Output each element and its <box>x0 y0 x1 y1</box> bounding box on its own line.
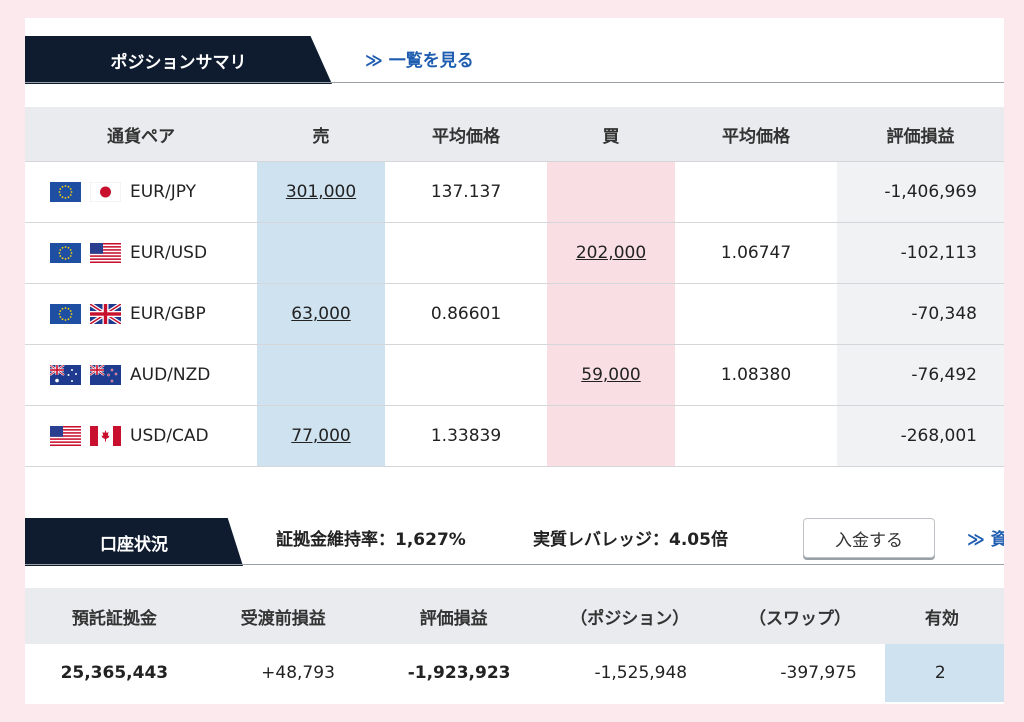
header-effective: 有効 <box>884 588 1004 644</box>
view-all-positions-link[interactable]: ≫ 一覧を見る <box>365 51 474 71</box>
account-status-title: 口座状況 <box>25 518 243 566</box>
buy-avg-price <box>675 161 837 223</box>
ca-flag-icon <box>90 426 121 446</box>
buy-avg-price: 1.08380 <box>675 344 837 406</box>
margin-maintenance-ratio: 証拠金維持率：1,627% <box>276 530 466 550</box>
table-row: EUR/USD 202,000 1.06747 -102,113 <box>25 222 1004 284</box>
header-unrealized-pl: 評価損益 <box>362 588 545 644</box>
au-flag-icon <box>49 364 81 385</box>
header-unrealized-pl: 評価損益 <box>837 107 1004 162</box>
table-header-row: 通貨ペア 売 平均価格 買 平均価格 評価損益 <box>25 107 1004 162</box>
account-values-row: 25,365,443 +48,793 -1,923,923 -1,525,948… <box>25 644 1004 702</box>
buy-cell: 59,000 <box>547 344 675 406</box>
sell-avg-price: 137.137 <box>385 161 547 223</box>
pre-settlement-pl-value: +48,793 <box>261 663 335 683</box>
eu-flag-icon <box>50 243 81 263</box>
sell-cell: 77,000 <box>257 405 385 467</box>
header-buy-avg-price: 平均価格 <box>675 107 837 162</box>
position-pl-value: -1,525,948 <box>594 663 688 683</box>
unrealized-pl-cell: -1,406,969 <box>837 161 1004 223</box>
pair-cell: EUR/GBP <box>25 283 257 345</box>
header-deposit-margin: 預託証拠金 <box>25 588 204 644</box>
swap-pl-value: -397,975 <box>780 663 857 683</box>
buy-avg-price <box>675 405 837 467</box>
unrealized-pl-value: -1,923,923 <box>407 663 511 683</box>
header-sell-avg-price: 平均価格 <box>385 107 547 162</box>
sell-quantity-link[interactable]: 301,000 <box>285 182 357 202</box>
pair-name: USD/CAD <box>130 426 209 446</box>
header-position-pl: （ポジション） <box>544 588 716 644</box>
pair-name: AUD/NZD <box>130 365 211 385</box>
pair-cell: EUR/USD <box>25 222 257 284</box>
sell-avg-price: 0.86601 <box>385 283 547 345</box>
section-divider <box>25 564 1004 565</box>
pair-name: EUR/JPY <box>130 182 196 202</box>
unrealized-pl-cell: -76,492 <box>837 344 1004 406</box>
table-row: AUD/NZD 59,000 1.08380 -76,492 <box>25 344 1004 406</box>
unrealized-pl-cell: -102,113 <box>837 222 1004 284</box>
unrealized-pl-cell: -70,348 <box>837 283 1004 345</box>
sell-cell <box>257 344 385 406</box>
eu-flag-icon <box>50 304 81 324</box>
header-buy: 買 <box>547 107 675 162</box>
buy-cell: 202,000 <box>547 222 675 284</box>
account-header-row: 預託証拠金 受渡前損益 評価損益 （ポジション） （スワップ） 有効 <box>25 588 1004 644</box>
position-summary-title: ポジションサマリ <box>25 36 332 84</box>
section-divider <box>25 82 1004 83</box>
header-sell: 売 <box>257 107 385 162</box>
sell-quantity-link[interactable]: 77,000 <box>291 426 351 446</box>
buy-avg-price: 1.06747 <box>675 222 837 284</box>
table-row: EUR/JPY 301,000 137.137 -1,406,969 <box>25 161 1004 223</box>
buy-cell <box>547 161 675 223</box>
sell-quantity-link[interactable]: 63,000 <box>291 304 351 324</box>
sell-avg-price <box>385 344 547 406</box>
buy-cell <box>547 405 675 467</box>
table-row: USD/CAD 77,000 1.33839 -268,001 <box>25 405 1004 467</box>
jp-flag-icon <box>89 181 122 203</box>
effective-leverage: 実質レバレッジ：4.05倍 <box>533 530 728 550</box>
pair-cell: AUD/NZD <box>25 344 257 406</box>
header-pre-settlement-pl: 受渡前損益 <box>203 588 363 644</box>
positions-table: 通貨ペア 売 平均価格 買 平均価格 評価損益 EUR/JPY 301,000 … <box>25 107 1004 467</box>
account-more-link[interactable]: ≫ 資 <box>967 530 1004 550</box>
pair-name: EUR/GBP <box>130 304 206 324</box>
header-currency-pair: 通貨ペア <box>25 107 257 162</box>
sell-cell <box>257 222 385 284</box>
us-flag-icon <box>50 426 81 446</box>
sell-cell: 301,000 <box>257 161 385 223</box>
uk-flag-icon <box>88 302 123 326</box>
buy-quantity-link[interactable]: 59,000 <box>581 365 641 385</box>
buy-cell <box>547 283 675 345</box>
pair-cell: USD/CAD <box>25 405 257 467</box>
buy-quantity-link[interactable]: 202,000 <box>575 243 647 263</box>
deposit-margin-value: 25,365,443 <box>60 663 169 683</box>
effective-value: 2 <box>884 644 1004 702</box>
table-row: EUR/GBP 63,000 0.86601 -70,348 <box>25 283 1004 345</box>
pair-cell: EUR/JPY <box>25 161 257 223</box>
sell-cell: 63,000 <box>257 283 385 345</box>
sell-avg-price: 1.33839 <box>385 405 547 467</box>
deposit-button[interactable]: 入金する <box>803 518 935 558</box>
sell-avg-price <box>385 222 547 284</box>
us-flag-icon <box>90 243 121 263</box>
eu-flag-icon <box>50 182 81 202</box>
main-panel: ポジションサマリ ≫ 一覧を見る 通貨ペア 売 平均価格 買 平均価格 評価損益… <box>25 18 1004 704</box>
nz-flag-icon <box>89 364 121 385</box>
header-swap-pl: （スワップ） <box>715 588 885 644</box>
account-table: 預託証拠金 受渡前損益 評価損益 （ポジション） （スワップ） 有効 25,36… <box>25 588 1004 702</box>
unrealized-pl-cell: -268,001 <box>837 405 1004 467</box>
pair-name: EUR/USD <box>130 243 208 263</box>
buy-avg-price <box>675 283 837 345</box>
